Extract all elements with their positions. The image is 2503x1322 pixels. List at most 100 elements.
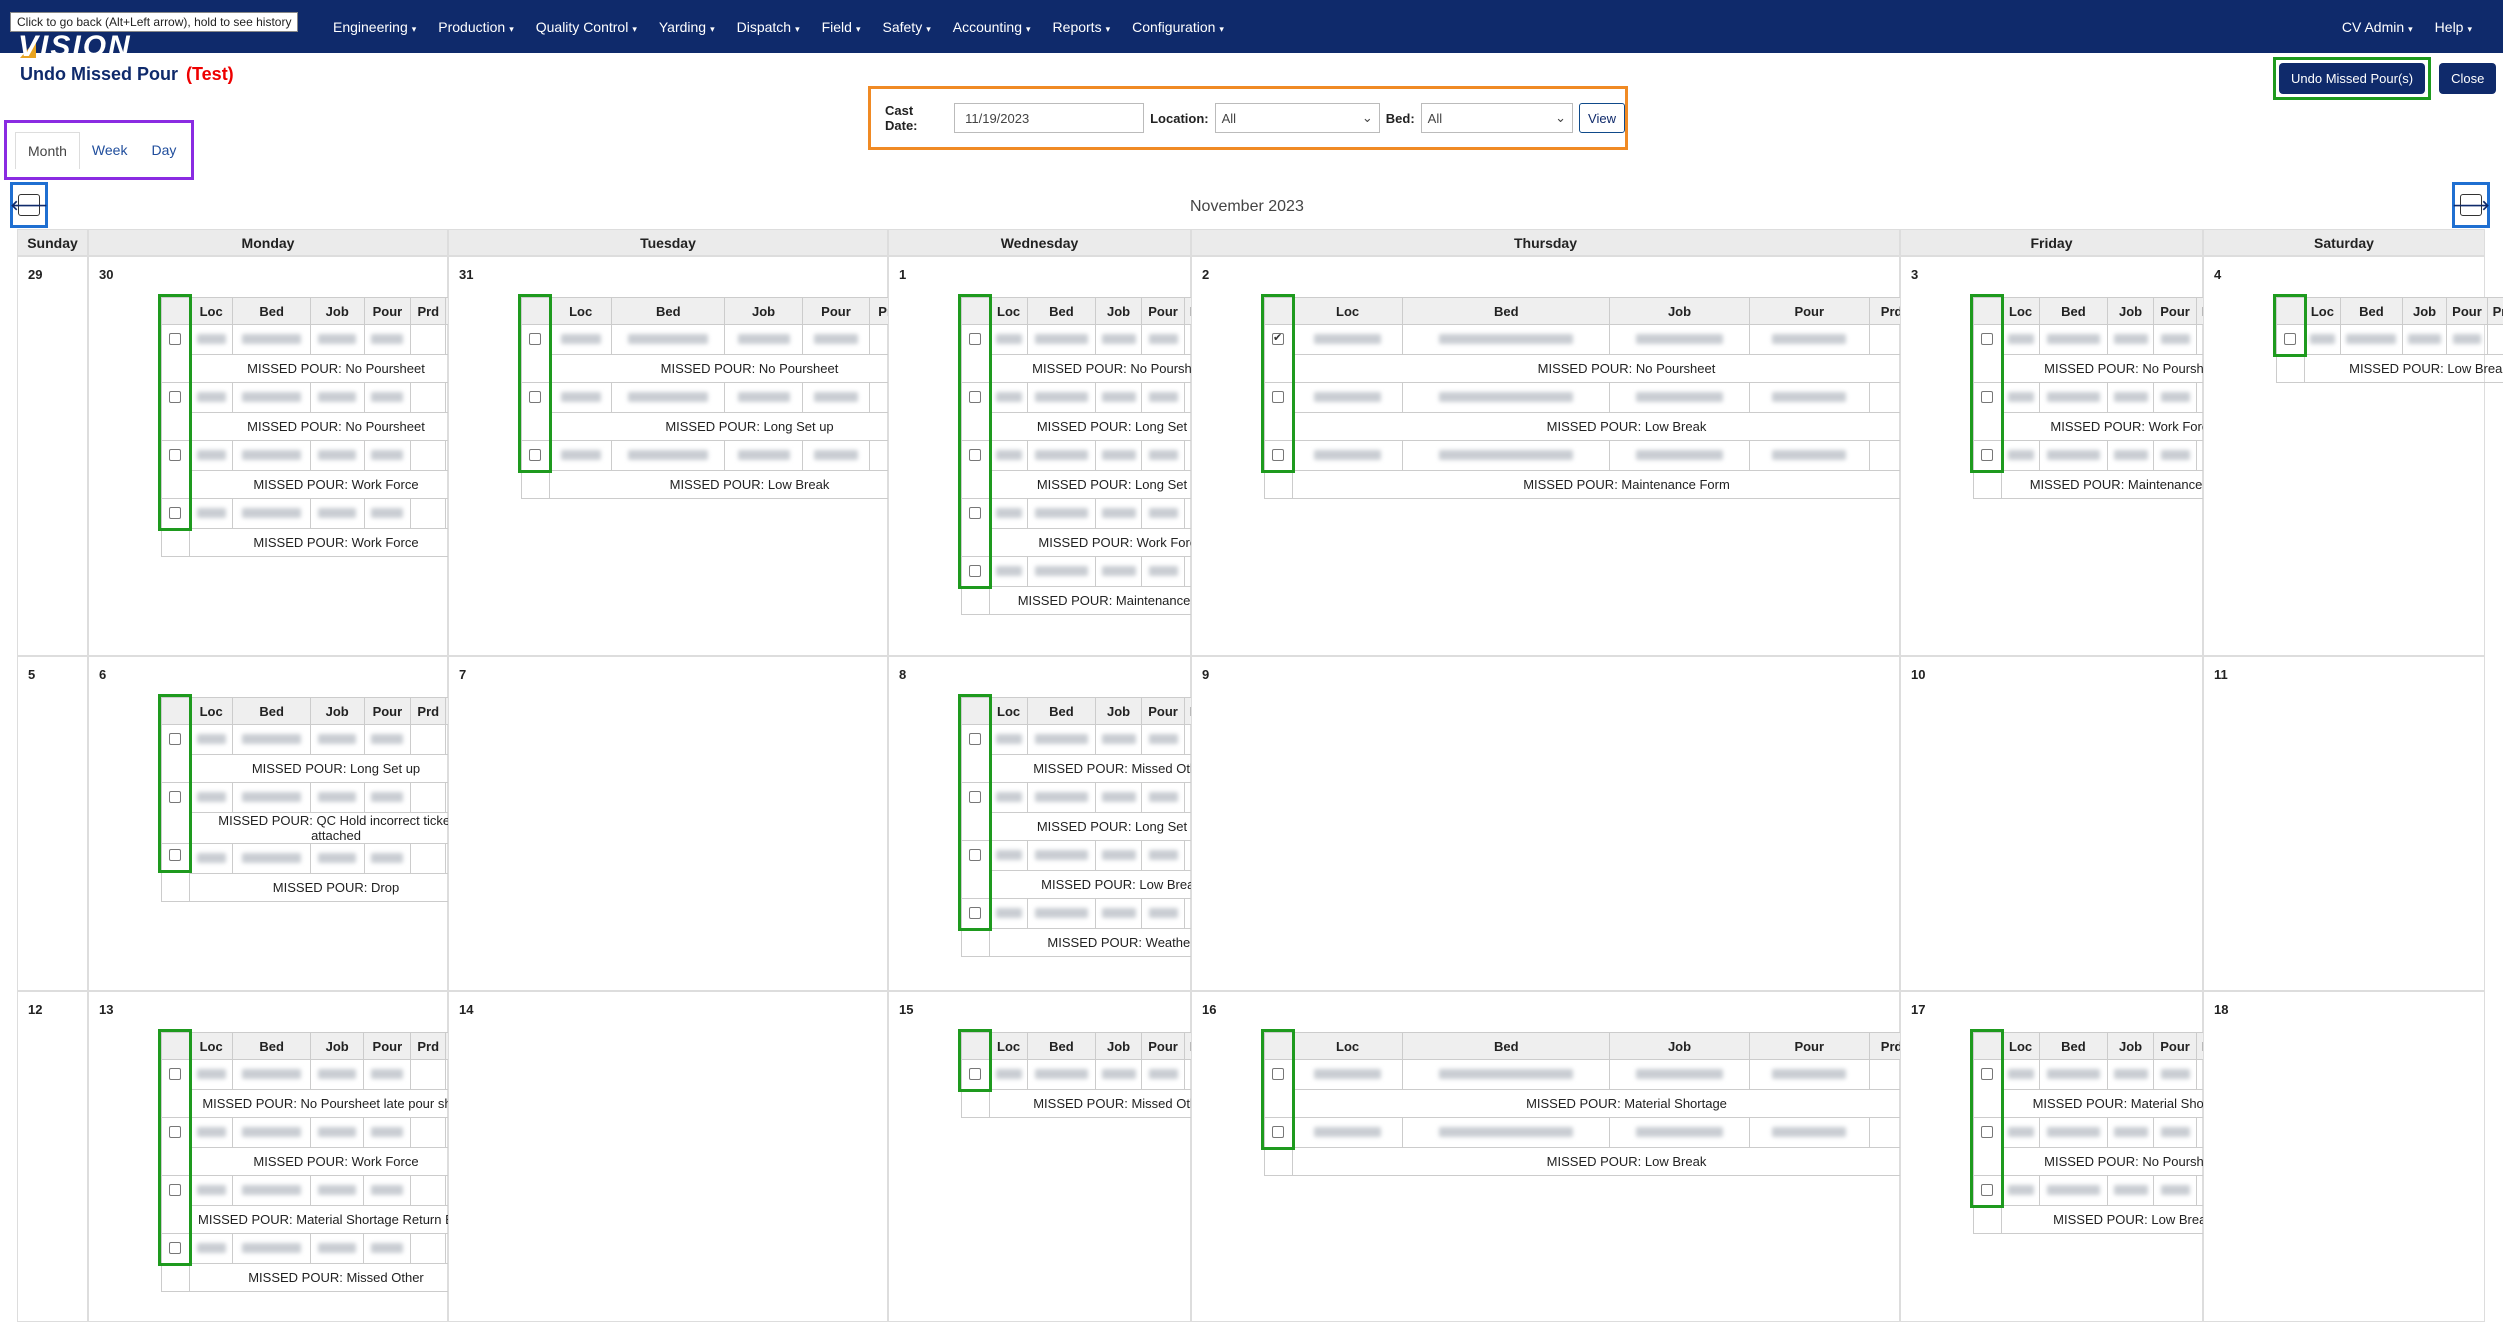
redacted-value (2007, 450, 2034, 460)
bed-select[interactable]: All ⌄ (1420, 103, 1574, 133)
menu-item-yarding[interactable]: Yarding ▾ (648, 19, 726, 35)
weekday-header-sunday: Sunday (17, 229, 88, 256)
pour-row: 0 (161, 1233, 483, 1292)
select-checkbox[interactable] (969, 565, 981, 577)
caret-down-icon: ▾ (2408, 23, 2413, 34)
select-checkbox[interactable] (169, 1126, 181, 1138)
select-checkbox[interactable] (1981, 1068, 1993, 1080)
undo-missed-pours-button[interactable]: Undo Missed Pour(s) (2279, 63, 2426, 94)
select-checkbox[interactable] (969, 333, 981, 345)
logo[interactable]: VISION (10, 8, 300, 63)
select-checkbox[interactable] (169, 791, 181, 803)
menu-item-accounting[interactable]: Accounting ▾ (942, 19, 1042, 35)
select-checkbox[interactable] (169, 333, 181, 345)
cell-job (1609, 382, 1750, 413)
cell-pour (1141, 898, 1185, 929)
redacted-value (2046, 392, 2100, 402)
select-checkbox[interactable] (169, 1242, 181, 1254)
select-checkbox[interactable] (969, 1068, 981, 1080)
view-button[interactable]: View (1579, 103, 1625, 133)
cell-loc (1291, 1059, 1404, 1090)
select-checkbox[interactable] (169, 1184, 181, 1196)
menu-item-dispatch[interactable]: Dispatch ▾ (726, 19, 811, 35)
select-checkbox[interactable] (2284, 333, 2296, 345)
select-checkbox[interactable] (1981, 391, 1993, 403)
select-checkbox[interactable] (1981, 333, 1993, 345)
chevron-down-icon: ⌄ (1555, 110, 1567, 125)
select-checkbox[interactable] (1272, 1126, 1284, 1138)
select-checkbox[interactable] (969, 849, 981, 861)
pour-row: 0 (1264, 1059, 1961, 1118)
menu-item-production[interactable]: Production ▾ (427, 19, 524, 35)
tab-week[interactable]: Week (91, 142, 128, 158)
menu-item-reports[interactable]: Reports ▾ (1042, 19, 1122, 35)
cell-job (2401, 324, 2448, 355)
caret-down-icon: ▾ (632, 23, 637, 34)
select-checkbox[interactable] (529, 391, 541, 403)
select-checkbox[interactable] (969, 391, 981, 403)
select-checkbox[interactable] (969, 907, 981, 919)
pour-table: LocBedJobPourPrdPcs0MISSED POUR: Long Se… (161, 697, 483, 902)
select-checkbox[interactable] (1272, 391, 1284, 403)
prev-month-button[interactable]: 🡐 (10, 194, 48, 216)
cell-loc (1291, 324, 1404, 355)
menu-item-cv-admin[interactable]: CV Admin ▾ (2331, 19, 2424, 35)
calendar-day-cell: 7 (448, 656, 888, 991)
select-checkbox[interactable] (1272, 1068, 1284, 1080)
next-month-button[interactable]: 🡒 (2452, 194, 2490, 216)
cast-date-input[interactable] (954, 103, 1145, 133)
menu-item-help[interactable]: Help ▾ (2424, 19, 2483, 35)
column-header-pour: Pour (1748, 1032, 1870, 1060)
menu-item-field[interactable]: Field ▾ (811, 19, 872, 35)
calendar-day-cell: 16LocBedJobPourPrdPcs0MISSED POUR: Mater… (1191, 991, 1961, 1322)
menu-item-quality-control[interactable]: Quality Control ▾ (525, 19, 648, 35)
page-title-text: Undo Missed Pour (20, 64, 179, 84)
redacted-value (2046, 1127, 2100, 1137)
redacted-value (2113, 1069, 2148, 1079)
cell-pour (801, 324, 871, 355)
select-checkbox[interactable] (529, 449, 541, 461)
select-checkbox[interactable] (169, 449, 181, 461)
select-checkbox[interactable] (969, 449, 981, 461)
checkbox-column-highlight (158, 694, 192, 873)
select-checkbox[interactable] (169, 507, 181, 519)
menu-item-label: Quality Control (535, 18, 629, 35)
pour-row: 0 (1264, 1117, 1961, 1176)
select-checkbox[interactable] (1981, 1126, 1993, 1138)
column-header-bed: Bed (1027, 697, 1096, 725)
cell-pour (2153, 324, 2197, 355)
redacted-value (1034, 908, 1088, 918)
select-checkbox[interactable] (169, 391, 181, 403)
column-header-pour: Pour (2446, 297, 2488, 325)
select-checkbox[interactable] (969, 507, 981, 519)
pour-row: 0 (161, 724, 483, 783)
select-checkbox[interactable] (1981, 449, 1993, 461)
back-tooltip: Click to go back (Alt+Left arrow), hold … (10, 12, 299, 32)
menu-item-label: CV Admin (2341, 18, 2405, 35)
redacted-value (995, 566, 1022, 576)
tab-day[interactable]: Day (151, 142, 177, 158)
redacted-value (2007, 1185, 2034, 1195)
day-number: 14 (459, 1002, 474, 1017)
close-button[interactable]: Close (2439, 63, 2497, 94)
select-checkbox[interactable] (1981, 1184, 1993, 1196)
day-number: 15 (899, 1002, 914, 1017)
checkbox-column-highlight (1261, 294, 1295, 473)
select-checkbox[interactable] (1272, 449, 1284, 461)
select-checkbox[interactable] (169, 733, 181, 745)
select-checkbox[interactable] (969, 791, 981, 803)
menu-item-engineering[interactable]: Engineering ▾ (322, 19, 427, 35)
menu-item-safety[interactable]: Safety ▾ (872, 19, 942, 35)
redacted-value (318, 334, 357, 344)
redacted-value (2346, 334, 2397, 344)
redacted-value (196, 334, 226, 344)
select-checkbox[interactable] (1272, 331, 1284, 345)
location-select[interactable]: All ⌄ (1214, 103, 1380, 133)
redacted-value (1101, 734, 1136, 744)
select-checkbox[interactable] (529, 333, 541, 345)
select-checkbox[interactable] (969, 733, 981, 745)
tab-month[interactable]: Month (15, 131, 80, 169)
select-checkbox[interactable] (169, 1068, 181, 1080)
select-checkbox[interactable] (169, 849, 181, 861)
menu-item-configuration[interactable]: Configuration ▾ (1121, 19, 1235, 35)
